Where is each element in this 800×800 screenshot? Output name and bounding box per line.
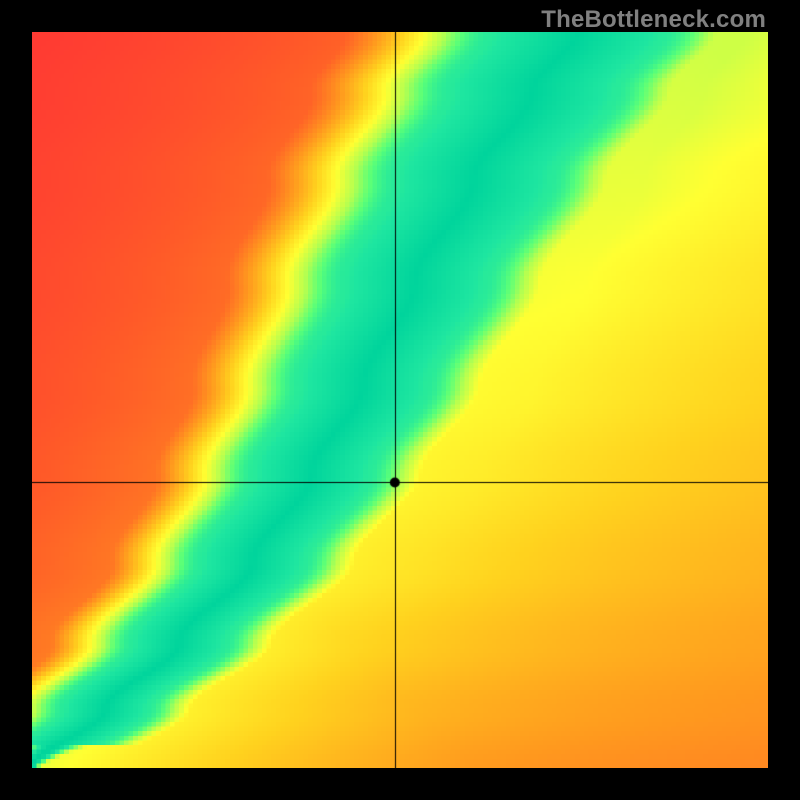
- watermark-text: TheBottleneck.com: [541, 6, 766, 34]
- crosshair-overlay: [32, 32, 768, 768]
